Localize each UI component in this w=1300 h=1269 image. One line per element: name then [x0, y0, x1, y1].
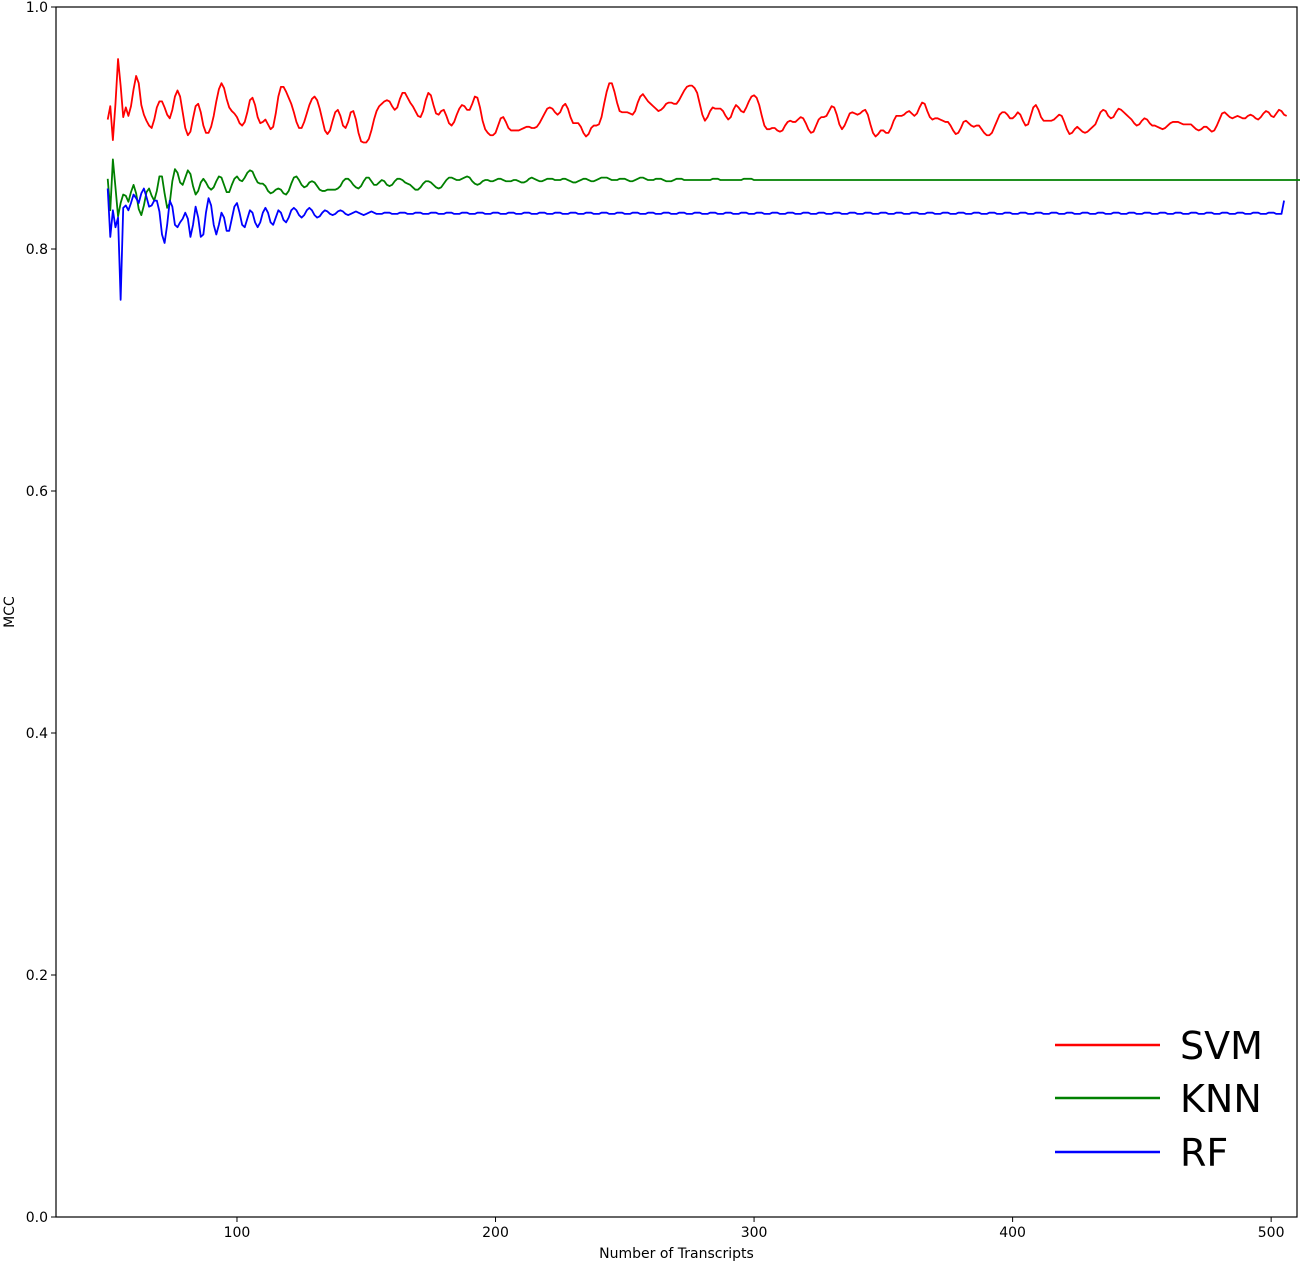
x-tick-label: 400 [999, 1225, 1026, 1241]
x-axis-title: Number of Transcripts [599, 1246, 754, 1262]
plot-area [55, 6, 1298, 1218]
x-tick-label: 500 [1258, 1225, 1285, 1241]
x-tick-label: 100 [224, 1225, 251, 1241]
series-line-knn [106, 158, 1300, 218]
y-tick-label: 0.4 [26, 726, 48, 742]
series-lines [106, 58, 1300, 301]
y-tick-label: 0.8 [26, 242, 48, 258]
legend: SVM KNN RF [1055, 1024, 1263, 1175]
y-tick-label: 0.6 [26, 484, 48, 500]
x-axis: 100 200 300 400 500 [224, 1217, 1285, 1241]
x-tick-label: 200 [482, 1225, 509, 1241]
legend-label: SVM [1180, 1024, 1263, 1068]
y-tick-label: 0.0 [26, 1210, 48, 1226]
series-line-rf [106, 187, 1285, 301]
y-tick-label: 1.0 [26, 0, 48, 16]
series-line-svm [106, 58, 1288, 144]
y-axis: 0.0 0.2 0.4 0.6 0.8 1.0 [26, 0, 56, 1226]
y-tick-label: 0.2 [26, 968, 48, 984]
legend-label: RF [1180, 1131, 1228, 1175]
legend-label: KNN [1180, 1077, 1262, 1121]
y-axis-title: MCC [2, 596, 18, 628]
x-tick-label: 300 [741, 1225, 768, 1241]
plot-border [55, 6, 1298, 1218]
